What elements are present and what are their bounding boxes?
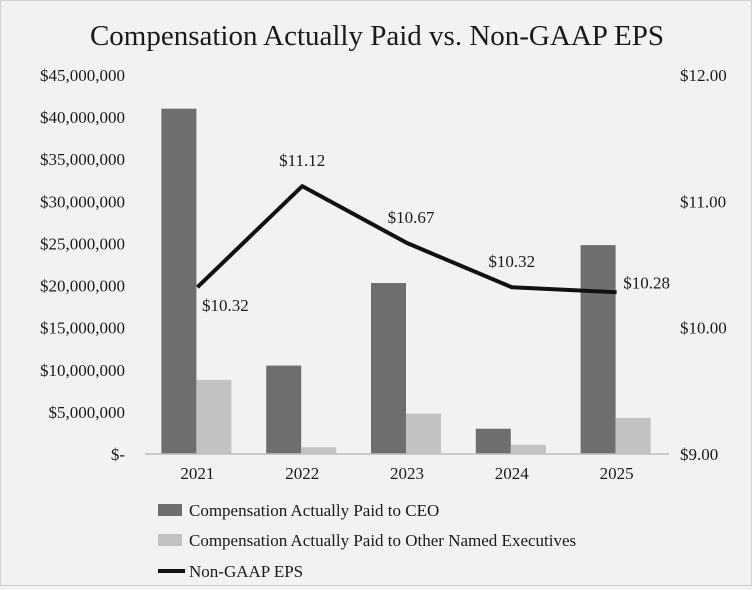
left-tick-label: $45,000,000 — [40, 66, 125, 85]
x-tick-label: 2022 — [285, 464, 319, 483]
x-axis: 2021 2022 2023 2024 2025 — [180, 464, 633, 483]
right-axis: $9.00 $10.00 $11.00 $12.00 — [680, 66, 727, 464]
neo-bar — [301, 447, 337, 454]
right-tick-label: $12.00 — [680, 66, 727, 85]
bar-series — [161, 108, 651, 454]
eps-data-label: $10.67 — [388, 208, 435, 227]
ceo-bar — [475, 428, 511, 454]
legend-swatch — [158, 504, 182, 516]
legend-label: Compensation Actually Paid to Other Name… — [189, 531, 576, 550]
left-tick-label: $35,000,000 — [40, 150, 125, 169]
neo-bar — [196, 379, 232, 454]
chart-title: Compensation Actually Paid vs. Non-GAAP … — [90, 20, 664, 52]
ceo-bar — [161, 108, 197, 454]
left-tick-label: $10,000,000 — [40, 361, 125, 380]
left-axis: $- $5,000,000 $10,000,000 $15,000,000 $20,00… — [40, 66, 125, 464]
x-tick-label: 2023 — [390, 464, 424, 483]
neo-bar — [615, 417, 651, 454]
left-tick-label: $- — [111, 445, 126, 464]
right-tick-label: $9.00 — [680, 445, 718, 464]
eps-data-label: $10.32 — [488, 252, 535, 271]
legend-label: Compensation Actually Paid to CEO — [189, 501, 439, 520]
left-tick-label: $40,000,000 — [40, 108, 125, 127]
legend-swatch — [158, 534, 182, 546]
right-tick-label: $11.00 — [680, 192, 726, 211]
eps-line — [196, 184, 617, 295]
ceo-bar — [580, 245, 616, 454]
x-tick-label: 2021 — [180, 464, 214, 483]
legend-label: Non-GAAP EPS — [189, 562, 303, 581]
neo-bar — [510, 444, 546, 454]
left-tick-label: $5,000,000 — [49, 403, 126, 422]
x-tick-label: 2025 — [600, 464, 634, 483]
neo-bar — [406, 413, 441, 454]
left-tick-label: $15,000,000 — [40, 319, 125, 338]
ceo-bar — [371, 283, 406, 454]
legend: Compensation Actually Paid to CEO Compens… — [158, 501, 576, 581]
right-tick-label: $10.00 — [680, 319, 727, 338]
left-tick-label: $30,000,000 — [40, 192, 125, 211]
eps-data-label: $10.28 — [623, 273, 670, 292]
eps-data-label: $11.12 — [279, 151, 325, 170]
x-tick-label: 2024 — [495, 464, 530, 483]
ceo-bar — [266, 365, 302, 454]
eps-data-label: $10.32 — [202, 296, 249, 315]
eps-line-series: $10.32 $11.12 $10.67 $10.32 $10.28 — [196, 151, 670, 315]
left-tick-label: $25,000,000 — [40, 234, 125, 253]
left-tick-label: $20,000,000 — [40, 277, 125, 296]
